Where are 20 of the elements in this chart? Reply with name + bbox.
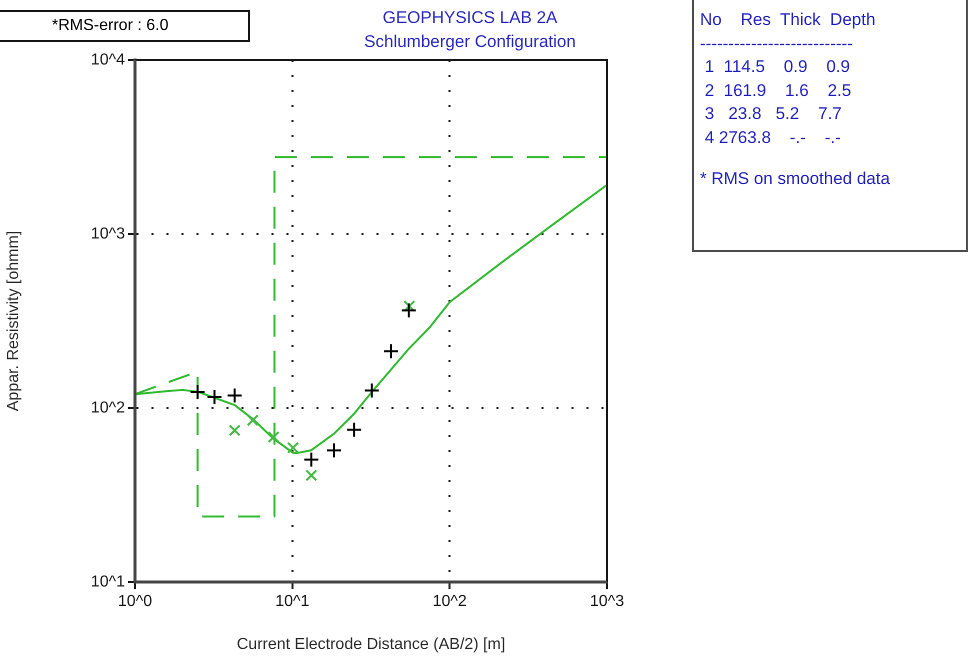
x-tick-label: 10^0 bbox=[118, 593, 152, 610]
y-tick-label: 10^4 bbox=[90, 51, 126, 68]
text: * RMS on smoothed data bbox=[700, 168, 891, 190]
y-tick-label: 10^3 bbox=[90, 225, 126, 242]
y-tick-label: 10^1 bbox=[90, 573, 126, 590]
chart-subtitle: Schlumberger Configuration bbox=[363, 31, 577, 53]
text: 1 114.5 0.9 0.9 bbox=[704, 56, 851, 78]
text: 4 2763.8 -.- -.- bbox=[704, 126, 842, 148]
text: --------------------------- bbox=[700, 32, 854, 54]
y-axis-title: Appar. Resistivity [ohmm] bbox=[5, 230, 22, 412]
text: *RMS-error : 6.0 bbox=[0, 10, 250, 42]
x-tick-label: 10^1 bbox=[275, 593, 310, 610]
y-tick-label: 10^2 bbox=[90, 399, 126, 416]
x-tick-label: 10^2 bbox=[432, 593, 467, 610]
text: 3 23.8 5.2 7.7 bbox=[704, 103, 843, 125]
x-tick-label: 10^3 bbox=[590, 593, 624, 610]
text: No Res Thick Depth bbox=[700, 9, 876, 31]
x-axis-title: Current Electrode Distance (AB/2) [m] bbox=[236, 636, 506, 653]
text: 2 161.9 1.6 2.5 bbox=[704, 80, 852, 102]
chart-title: GEOPHYSICS LAB 2A bbox=[382, 7, 558, 29]
